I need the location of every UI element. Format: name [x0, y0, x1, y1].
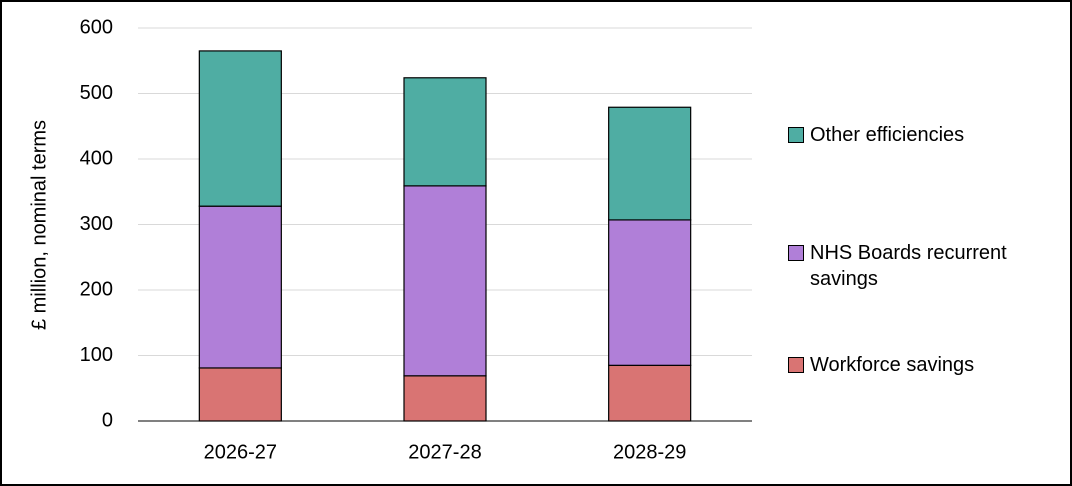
legend-swatch [788, 245, 804, 261]
bar-segment [608, 364, 692, 422]
x-tick-label: 2027-28 [408, 441, 481, 463]
y-tick-label: 0 [102, 409, 113, 431]
y-tick-label: 100 [80, 344, 113, 366]
legend-item: Other efficiencies [788, 122, 1048, 148]
y-tick-label: 600 [80, 16, 113, 38]
y-tick-label: 300 [80, 213, 113, 235]
bar-segment [198, 367, 282, 422]
bar-segment [403, 185, 487, 377]
y-tick-label: 500 [80, 82, 113, 104]
x-tick-label: 2026-27 [204, 441, 277, 463]
bar-segment [608, 219, 692, 366]
y-tick-label: 200 [80, 278, 113, 300]
bar-segment [608, 106, 692, 221]
y-tick-label: 400 [80, 147, 113, 169]
legend-label: Workforce savings [810, 354, 975, 376]
y-axis-label: £ million, nominal terms [28, 120, 50, 330]
legend-item: NHS Boards recurrent savings [788, 240, 1048, 292]
legend-label: Other efficiencies [810, 124, 965, 146]
bar-segment [403, 375, 487, 422]
bar-segment [198, 205, 282, 369]
bar-segment [198, 50, 282, 207]
legend-item: Workforce savings [788, 352, 1048, 378]
x-tick-label: 2028-29 [613, 441, 686, 463]
legend-swatch [788, 357, 804, 373]
bar-segment [403, 77, 487, 187]
legend-label: NHS Boards recurrent savings [810, 242, 1007, 290]
legend-swatch [788, 127, 804, 143]
